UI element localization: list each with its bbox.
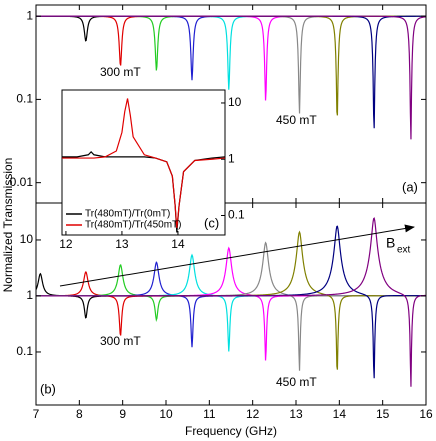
panel-label: (a)	[402, 179, 418, 194]
inset-line	[62, 98, 225, 229]
x-tick-label: 11	[203, 407, 216, 421]
ratio-curve	[36, 253, 426, 352]
panel-frame	[35, 202, 427, 406]
inset-x-tick-label: 12	[59, 237, 73, 251]
y-axis-title: Normalized Transmission	[1, 158, 15, 293]
inset-x-tick-label: 13	[115, 237, 129, 251]
y-tick-label: 0.1	[16, 92, 33, 106]
legend-label: Tr(480mT)/Tr(450mT)	[85, 220, 181, 231]
annotation: 300 mT	[100, 65, 141, 79]
panel-a-curves	[36, 15, 426, 140]
axes: 7 8 9 10 11 12 13 14 15 16 1 0.1 0.01 10 1 0.1 Frequency…	[1, 4, 433, 438]
y-tick-label: 1	[26, 8, 33, 22]
transmission-curve	[36, 15, 426, 90]
y-tick-label: 10	[20, 232, 34, 246]
y-tick-label: 0.01	[10, 175, 34, 189]
x-axis-title: Frequency (GHz)	[185, 424, 277, 438]
x-tick-label: 13	[289, 407, 303, 421]
panel-b-curves	[36, 217, 426, 387]
transmission-curve	[36, 15, 426, 81]
inset-curves	[62, 98, 225, 233]
x-tick-label: 12	[246, 407, 260, 421]
x-tick-label: 16	[419, 407, 433, 421]
panel-label: (b)	[40, 381, 56, 396]
x-tick-label: 10	[159, 407, 173, 421]
annotation: 300 mT	[100, 334, 141, 348]
panel-label: (c)	[204, 215, 219, 230]
field-arrow	[59, 224, 415, 287]
x-tick-label: 15	[376, 407, 390, 421]
x-tick-label: 7	[33, 407, 40, 421]
inset-y-tick-label: 0.1	[228, 208, 245, 222]
arrow-label-sub: ext	[397, 245, 411, 256]
y-tick-label: 1	[26, 288, 33, 302]
ratio-curve	[36, 261, 426, 348]
x-tick-label: 14	[333, 407, 347, 421]
x-tick-label: 9	[119, 407, 126, 421]
inset-x-tick-label: 14	[171, 237, 185, 251]
x-tick-label: 8	[76, 407, 83, 421]
ratio-curve	[36, 217, 426, 387]
legend-label: Tr(480mT)/Tr(0mT)	[85, 209, 170, 220]
ratio-curve	[36, 230, 426, 370]
inset-box	[61, 89, 226, 236]
annotation: 450 mT	[276, 113, 317, 127]
y-tick-label: 0.1	[16, 344, 33, 358]
inset-y-tick-label: 1	[228, 151, 235, 165]
inset-y-tick-label: 10	[228, 95, 242, 109]
annotation: 450 mT	[276, 375, 317, 389]
ratio-curve	[36, 271, 426, 336]
inset-axes: 12 13 14 10 1 0.1 Tr(480mT)/Tr(0mT)Tr(480mT)/T…	[59, 95, 245, 251]
transmission-curve	[36, 15, 426, 101]
ratio-curve	[36, 225, 426, 379]
transmission-curve	[36, 15, 426, 140]
arrow-label: B	[386, 235, 395, 251]
